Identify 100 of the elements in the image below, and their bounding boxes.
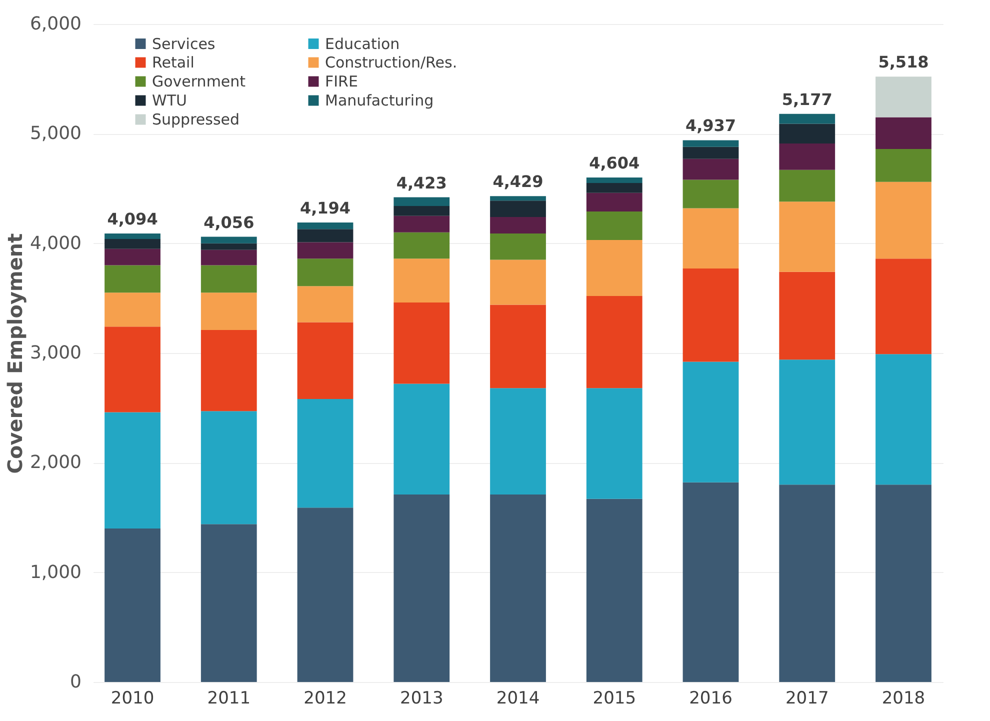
y-tick-label: 6,000	[30, 14, 82, 34]
total-label: 5,177	[782, 90, 832, 109]
bar	[104, 528, 160, 682]
total-label: 4,056	[204, 212, 254, 232]
legend-label: Manufacturing	[325, 92, 434, 110]
bar	[200, 524, 257, 682]
bar	[876, 484, 932, 682]
bar	[682, 158, 739, 180]
bar	[394, 197, 450, 206]
bar	[779, 484, 836, 682]
bar	[200, 250, 257, 266]
bar	[394, 494, 450, 682]
total-label: 4,937	[685, 116, 736, 136]
x-tick-label: 2014	[496, 688, 540, 708]
x-tick-label: 2011	[207, 688, 251, 708]
total-label: 4,429	[492, 172, 544, 192]
bar	[586, 388, 642, 499]
bar	[876, 182, 932, 259]
y-tick-label: 3,000	[30, 342, 82, 364]
total-label: 4,194	[300, 198, 351, 218]
bar	[297, 399, 354, 508]
bar	[779, 272, 836, 360]
bar	[104, 233, 160, 239]
bar	[200, 411, 257, 524]
legend-label: Education	[325, 34, 400, 53]
bar	[682, 140, 739, 147]
bar	[200, 265, 257, 293]
legend-label: Suppressed	[152, 110, 240, 128]
bar	[490, 233, 546, 260]
x-tick-label: 2012	[304, 688, 347, 708]
bar	[394, 206, 450, 216]
bar	[490, 217, 546, 234]
bar	[297, 508, 354, 682]
bar	[394, 216, 450, 232]
legend-label: Construction/Res.	[325, 54, 458, 72]
total-label: 4,423	[396, 173, 447, 192]
bar	[586, 212, 642, 240]
bar	[200, 292, 257, 330]
legend-label: Retail	[152, 54, 194, 72]
bar	[394, 232, 450, 259]
bar	[297, 222, 354, 230]
bar	[104, 238, 160, 249]
bar	[876, 149, 932, 182]
bar	[104, 326, 160, 412]
bar	[200, 243, 257, 250]
bar	[490, 196, 546, 201]
y-axis-title: Covered Employment	[2, 232, 27, 474]
bar	[297, 322, 354, 400]
bar	[490, 494, 546, 682]
bar	[586, 183, 642, 193]
bar	[682, 482, 739, 682]
bar	[682, 362, 739, 482]
bar	[779, 124, 836, 144]
bar	[394, 384, 450, 494]
bar	[104, 412, 160, 528]
bar	[682, 268, 739, 362]
bar	[779, 360, 836, 485]
x-tick-label: 2010	[110, 688, 154, 708]
total-label: 4,094	[107, 209, 158, 228]
bar	[200, 236, 257, 244]
bar	[394, 258, 450, 303]
x-tick-label: 2015	[592, 688, 636, 708]
legend-label: WTU	[152, 92, 187, 110]
bar	[586, 498, 642, 682]
bar	[394, 302, 450, 384]
bar	[876, 258, 932, 354]
bar	[682, 146, 739, 159]
y-tick-label: 1,000	[30, 562, 82, 583]
bar	[586, 192, 642, 212]
bar	[490, 304, 546, 388]
bar	[104, 265, 160, 293]
y-tick-label: 5,000	[30, 123, 82, 144]
bar	[586, 296, 642, 388]
bar	[586, 240, 642, 296]
legend-label: FIRE	[325, 72, 358, 90]
bar	[490, 388, 546, 494]
y-tick-label: 4,000	[30, 232, 82, 254]
bar	[104, 248, 160, 266]
legend-label: Government	[152, 72, 246, 90]
y-tick-label: 0	[70, 672, 82, 692]
bar	[779, 114, 836, 124]
x-tick-label: 2017	[785, 688, 829, 708]
bar	[297, 258, 354, 286]
bar	[490, 200, 546, 218]
bar	[876, 76, 932, 118]
bar	[682, 180, 739, 208]
bar	[876, 117, 932, 150]
bar	[297, 286, 354, 322]
bar	[779, 202, 836, 272]
bar	[586, 178, 642, 184]
x-tick-label: 2013	[400, 688, 444, 708]
legend-label: Services	[152, 34, 216, 53]
bar	[779, 144, 836, 170]
bar	[682, 208, 739, 269]
y-tick-label: 2,000	[30, 452, 82, 474]
bar	[297, 242, 354, 259]
x-tick-label: 2018	[882, 688, 926, 708]
bar	[876, 354, 932, 485]
total-label: 5,518	[878, 52, 929, 72]
total-label: 4,604	[589, 154, 640, 173]
